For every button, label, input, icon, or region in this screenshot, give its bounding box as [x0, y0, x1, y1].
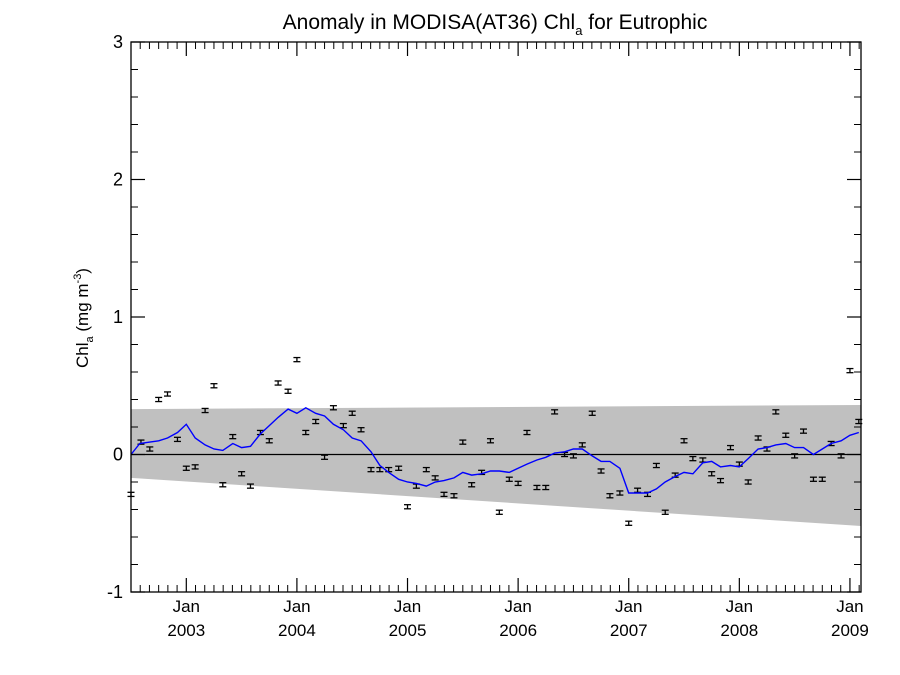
y-axis-label-end: ): [73, 268, 92, 274]
anomaly-point: [265, 438, 273, 444]
anomaly-point: [726, 444, 734, 451]
anomaly-point: [312, 418, 320, 425]
anomaly-point: [652, 462, 660, 469]
anomaly-point: [782, 432, 790, 438]
y-tick-label: 0: [113, 445, 123, 465]
anomaly-point: [164, 391, 171, 397]
running-mean-line: [130, 406, 860, 494]
anomaly-point: [395, 465, 403, 471]
anomaly-point: [321, 454, 329, 460]
anomaly-point: [717, 477, 725, 484]
anomaly-point: [404, 504, 412, 510]
x-tick-year: 2005: [389, 621, 427, 640]
y-axis-label-main: Chl: [73, 342, 92, 368]
anomaly-point: [514, 480, 522, 487]
chart-title-rest: for Eutrophic: [582, 11, 707, 34]
anomaly-point: [302, 429, 310, 436]
anomaly-point: [616, 490, 624, 496]
y-tick-label: 3: [113, 32, 123, 52]
anomaly-point: [155, 396, 163, 403]
anomaly-point: [440, 491, 448, 498]
y-axis-label: Chla (mg m-3): [72, 268, 96, 368]
anomaly-point: [357, 427, 365, 433]
anomaly-point: [146, 446, 154, 452]
x-tick-month: Jan: [726, 597, 753, 616]
anomaly-point: [210, 383, 218, 389]
anomaly-point: [238, 471, 246, 477]
plot-area: -1 0 1 2 3 Jan 2003 Jan 2004 Jan 2005 Jan 2006 Jan 200…: [107, 32, 869, 640]
x-tick-year: 2004: [278, 621, 316, 640]
anomaly-point: [569, 453, 577, 459]
anomaly-point: [329, 405, 337, 411]
y-tick-label: 1: [113, 307, 123, 327]
anomaly-point: [229, 433, 237, 440]
anomaly-point: [818, 476, 826, 482]
anomaly-point: [551, 409, 559, 415]
anomaly-point: [799, 428, 807, 434]
anomaly-point: [422, 466, 430, 473]
anomaly-point: [219, 482, 227, 488]
anomaly-point: [505, 476, 513, 482]
x-tick-month: Jan: [615, 597, 642, 616]
anomaly-point: [173, 436, 181, 443]
anomaly-point: [495, 509, 503, 515]
y-tick-label: -1: [107, 582, 123, 602]
anomaly-point: [459, 439, 467, 445]
anomaly-point: [367, 466, 375, 473]
chart-title: Anomaly in MODISA(AT36) Chla for Eutroph…: [283, 11, 708, 38]
anomaly-point: [191, 464, 199, 470]
anomaly-point: [431, 475, 439, 481]
anomaly-point: [588, 410, 596, 416]
uncertainty-band: [131, 405, 861, 526]
y-axis-label-superscript: -3: [72, 274, 84, 284]
anomaly-point: [689, 455, 697, 462]
anomaly-point: [182, 465, 190, 471]
anomaly-point: [348, 410, 356, 416]
anomaly-point: [246, 483, 254, 489]
x-tick-month: Jan: [394, 597, 421, 616]
anomaly-point: [772, 409, 780, 415]
x-tick-year: 2006: [499, 621, 537, 640]
anomaly-point: [680, 438, 688, 444]
anomaly-point: [606, 493, 614, 499]
anomaly-point: [201, 407, 209, 414]
anomaly-point: [486, 438, 494, 444]
anomaly-point: [468, 482, 476, 488]
anomaly-point: [339, 422, 347, 429]
x-tick-month: Jan: [283, 597, 310, 616]
anomaly-point: [293, 356, 301, 363]
anomaly-point: [744, 479, 752, 485]
x-tick-month: Jan: [836, 597, 863, 616]
anomaly-point: [791, 453, 799, 459]
anomaly-point: [708, 471, 716, 477]
x-tick-year: 2008: [720, 621, 758, 640]
anomaly-point: [450, 493, 458, 499]
y-axis-label-subscript: a: [84, 335, 96, 342]
anomaly-point: [661, 509, 669, 515]
x-tick-year: 2003: [167, 621, 205, 640]
anomaly-point: [578, 442, 586, 448]
anomaly-point: [533, 484, 541, 491]
anomaly-point: [597, 468, 605, 474]
anomaly-point: [274, 380, 282, 386]
x-tick-month: Jan: [504, 597, 531, 616]
anomaly-point: [754, 435, 762, 441]
y-tick-label: 2: [113, 170, 123, 190]
anomaly-point: [837, 453, 845, 459]
chart-title-main: Anomaly in MODISA(AT36) Chl: [283, 11, 576, 34]
x-tick-year: 2007: [610, 621, 648, 640]
anomaly-point: [523, 429, 531, 436]
anomaly-point: [809, 476, 817, 482]
chart-title-subscript: a: [575, 23, 583, 38]
anomaly-point: [542, 484, 550, 491]
anomaly-point: [284, 388, 292, 394]
x-tick-year: 2009: [831, 621, 869, 640]
y-axis-label-unit: (mg m: [73, 283, 92, 336]
anomaly-point: [625, 520, 633, 526]
x-tick-month: Jan: [173, 597, 200, 616]
anomaly-point: [846, 367, 854, 374]
